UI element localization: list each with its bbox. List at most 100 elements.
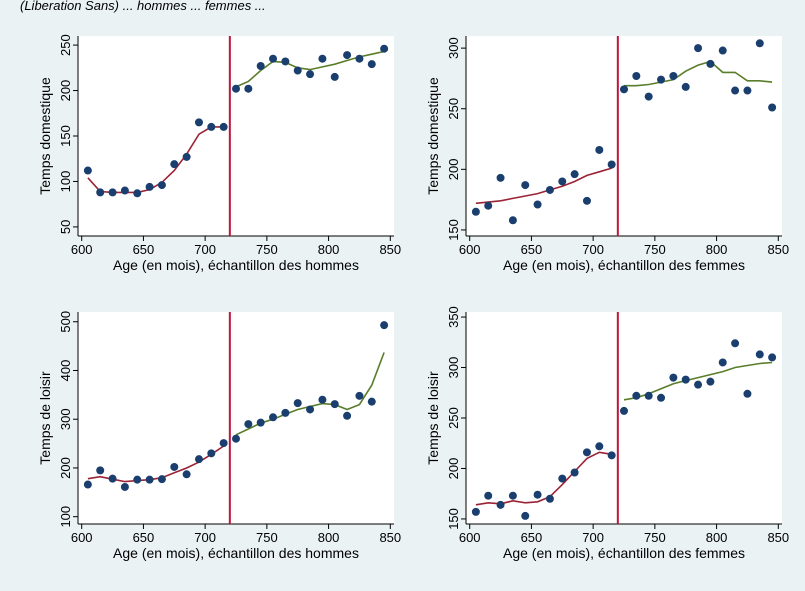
- data-point: [533, 200, 542, 209]
- data-point: [521, 511, 530, 520]
- y-tick-label: 100: [58, 506, 73, 528]
- y-tick-label: 150: [446, 508, 461, 530]
- data-point: [632, 72, 641, 80]
- data-point: [570, 170, 579, 179]
- data-point: [367, 397, 376, 406]
- plot-area: [466, 36, 782, 236]
- data-point: [521, 181, 530, 190]
- data-point: [244, 84, 253, 93]
- data-point: [96, 188, 105, 197]
- data-point: [269, 54, 278, 63]
- data-point: [306, 405, 315, 414]
- y-tick-label: 400: [58, 360, 73, 382]
- plot-area: [78, 36, 394, 236]
- panel-domestic-men: 600 650 700 750 800 850 50 100 150 200 250 Age (en …: [37, 34, 401, 273]
- x-tick-label: 600: [71, 242, 93, 257]
- y-axis-title: Temps de loisir: [425, 371, 441, 465]
- data-point: [133, 475, 142, 484]
- data-point: [293, 399, 302, 408]
- data-point: [471, 507, 480, 516]
- data-point: [743, 389, 752, 398]
- x-tick-label: 700: [582, 530, 604, 545]
- x-tick-label: 600: [71, 530, 93, 545]
- data-point: [96, 466, 105, 475]
- fit-line-before: [475, 167, 612, 205]
- data-point: [145, 475, 154, 484]
- data-point: [170, 160, 179, 169]
- data-point: [718, 358, 727, 367]
- data-point: [207, 122, 216, 131]
- x-tick-label: 800: [706, 530, 728, 545]
- data-point: [731, 339, 740, 348]
- data-point: [157, 181, 166, 190]
- data-point: [508, 491, 517, 500]
- data-point: [607, 451, 616, 460]
- data-point: [219, 439, 228, 448]
- y-tick-label: 200: [58, 80, 73, 102]
- y-axis-title: Temps domestique: [37, 77, 53, 195]
- data-point: [182, 152, 191, 161]
- y-tick-label: 300: [58, 408, 73, 430]
- x-tick-label: 700: [194, 242, 216, 257]
- data-point: [157, 475, 166, 484]
- data-point: [145, 182, 154, 191]
- data-point: [644, 92, 653, 101]
- data-point: [582, 448, 591, 457]
- plot-area: [466, 312, 782, 524]
- data-point: [83, 166, 92, 175]
- data-point: [632, 391, 641, 400]
- panel-leisure-men: 600 650 700 750 800 850 100 200 300 400 500 Age (en…: [37, 311, 401, 561]
- y-axis-title: Temps domestique: [425, 77, 441, 195]
- data-point: [644, 391, 653, 400]
- data-point: [293, 66, 302, 75]
- x-tick-label: 650: [521, 530, 543, 545]
- data-point: [595, 145, 604, 154]
- x-tick-label: 850: [379, 530, 401, 545]
- data-point: [706, 59, 715, 68]
- data-point: [330, 72, 339, 81]
- x-tick-label: 600: [459, 242, 481, 257]
- data-point: [496, 500, 505, 509]
- data-point: [718, 46, 727, 55]
- data-point: [256, 62, 265, 70]
- data-point: [607, 160, 616, 169]
- x-tick-label: 750: [256, 242, 278, 257]
- x-axis-title: Age (en mois), échantillon des hommes: [113, 257, 359, 273]
- x-tick-label: 700: [194, 530, 216, 545]
- data-point: [355, 391, 364, 400]
- data-point: [694, 44, 703, 53]
- data-point: [318, 54, 327, 63]
- x-tick-label: 650: [521, 242, 543, 257]
- data-point: [108, 188, 117, 197]
- data-point: [669, 72, 678, 80]
- x-tick-label: 650: [133, 242, 155, 257]
- data-point: [533, 490, 542, 499]
- data-point: [743, 86, 752, 95]
- y-tick-label: 150: [446, 219, 461, 241]
- data-point: [768, 103, 777, 112]
- panel-domestic-women: 600 650 700 750 800 850 150 200 250 300 Age (en mo…: [425, 36, 789, 273]
- x-tick-label: 800: [706, 242, 728, 257]
- data-point: [207, 449, 216, 458]
- data-point: [768, 353, 777, 362]
- data-point: [108, 474, 117, 483]
- data-point: [570, 468, 579, 477]
- data-point: [681, 82, 690, 91]
- data-point: [120, 482, 129, 491]
- data-point: [657, 393, 666, 402]
- data-point: [620, 85, 628, 94]
- data-point: [133, 189, 142, 198]
- data-point: [620, 406, 628, 415]
- data-point: [194, 118, 203, 127]
- y-tick-label: 350: [446, 306, 461, 328]
- data-point: [194, 455, 203, 464]
- y-axis-title: Temps de loisir: [37, 371, 53, 465]
- data-point: [706, 377, 715, 386]
- data-point: [731, 86, 740, 95]
- data-point: [306, 70, 315, 79]
- data-point: [380, 321, 389, 330]
- x-tick-label: 850: [379, 242, 401, 257]
- data-point: [558, 474, 567, 483]
- y-tick-label: 250: [58, 34, 73, 56]
